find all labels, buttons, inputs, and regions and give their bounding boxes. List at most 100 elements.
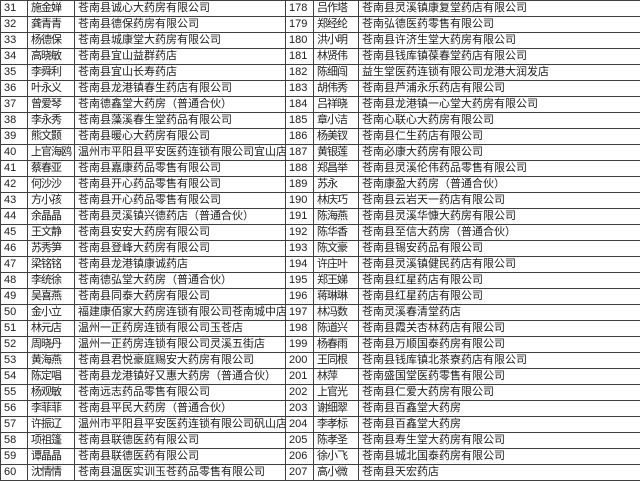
right-person-name-cell: 王同根 bbox=[314, 353, 359, 369]
right-person-name-cell: 陈华香 bbox=[314, 225, 359, 241]
right-person-name-cell: 郑经纶 bbox=[314, 17, 359, 33]
left-company-name-cell: 苍南德弘堂大药房（普通合伙） bbox=[75, 273, 286, 289]
left-company-name-cell: 苍南县龙港镇好又惠大药房（普通合伙） bbox=[75, 369, 286, 385]
left-company-name-cell: 苍南县登峰大药房有限公司 bbox=[75, 241, 286, 257]
right-row-number-cell: 198 bbox=[286, 321, 314, 337]
right-person-name-cell: 林冯数 bbox=[314, 305, 359, 321]
right-person-name-cell: 陈文豪 bbox=[314, 241, 359, 257]
right-company-name-cell: 苍南县寿生堂大药房有限公司 bbox=[359, 433, 640, 449]
right-person-name-cell: 许庄叶 bbox=[314, 257, 359, 273]
right-person-name-cell: 陈细闯 bbox=[314, 65, 359, 81]
left-row-number-cell: 60 bbox=[1, 465, 28, 481]
left-person-name-cell: 上官海鸥 bbox=[28, 145, 75, 161]
right-row-number-cell: 191 bbox=[286, 209, 314, 225]
right-row-number-cell: 186 bbox=[286, 129, 314, 145]
left-person-name-cell: 杨观敏 bbox=[28, 385, 75, 401]
left-row-number-cell: 33 bbox=[1, 33, 28, 49]
left-company-name-cell: 苍南县嘉康药品零售有限公司 bbox=[75, 161, 286, 177]
left-row-number-cell: 57 bbox=[1, 417, 28, 433]
left-row-number-cell: 59 bbox=[1, 449, 28, 465]
right-person-name-cell: 蒋琳琳 bbox=[314, 289, 359, 305]
right-person-name-cell: 洪小明 bbox=[314, 33, 359, 49]
left-person-name-cell: 叶永义 bbox=[28, 81, 75, 97]
right-row-number-cell: 189 bbox=[286, 177, 314, 193]
right-row-number-cell: 200 bbox=[286, 353, 314, 369]
right-row-number-cell: 190 bbox=[286, 193, 314, 209]
left-row-number-cell: 55 bbox=[1, 385, 28, 401]
right-company-name-cell: 苍南县仁爱大药房有限公司 bbox=[359, 385, 640, 401]
right-row-number-cell: 188 bbox=[286, 161, 314, 177]
right-company-name-cell: 苍南县至信大药房（普通合伙） bbox=[359, 225, 640, 241]
left-row-number-cell: 35 bbox=[1, 65, 28, 81]
left-row-number-cell: 37 bbox=[1, 97, 28, 113]
right-company-name-cell: 苍南县灵溪镇健民药店有限公司 bbox=[359, 257, 640, 273]
left-company-name-cell: 苍南县龙港镇春生药店有限公司 bbox=[75, 81, 286, 97]
left-person-name-cell: 杨德保 bbox=[28, 33, 75, 49]
left-person-name-cell: 谭晶晶 bbox=[28, 449, 75, 465]
left-row-number-cell: 53 bbox=[1, 353, 28, 369]
left-person-name-cell: 曾爱琴 bbox=[28, 97, 75, 113]
left-person-name-cell: 何沙沙 bbox=[28, 177, 75, 193]
right-company-name-cell: 苍南县许济生堂大药房有限公司 bbox=[359, 33, 640, 49]
left-company-name-cell: 福建康佰家大药房连锁有限公司苍南城中店 bbox=[75, 305, 286, 321]
left-row-number-cell: 50 bbox=[1, 305, 28, 321]
right-company-name-cell: 苍南县芦浦永乐药店有限公司 bbox=[359, 81, 640, 97]
left-person-name-cell: 熊文颢 bbox=[28, 129, 75, 145]
left-row-number-cell: 32 bbox=[1, 17, 28, 33]
left-company-name-cell: 苍南县联德医药有限公司 bbox=[75, 433, 286, 449]
right-row-number-cell: 206 bbox=[286, 449, 314, 465]
right-person-name-cell: 林贤伟 bbox=[314, 49, 359, 65]
right-company-name-cell: 苍南县万顺国泰药房有限公司 bbox=[359, 337, 640, 353]
right-person-name-cell: 陈道兴 bbox=[314, 321, 359, 337]
right-person-name-cell: 杨美钗 bbox=[314, 129, 359, 145]
left-company-name-cell: 苍南县宜山益群药店 bbox=[75, 49, 286, 65]
left-company-name-cell: 苍南县君悦豪庭赐安大药房有限公司 bbox=[75, 353, 286, 369]
left-row-number-cell: 34 bbox=[1, 49, 28, 65]
left-person-name-cell: 梁铭铭 bbox=[28, 257, 75, 273]
left-row-number-cell: 39 bbox=[1, 129, 28, 145]
right-row-number-cell: 194 bbox=[286, 257, 314, 273]
right-company-name-cell: 苍南县红星药店有限公司 bbox=[359, 289, 640, 305]
right-person-name-cell: 陈孝圣 bbox=[314, 433, 359, 449]
left-person-name-cell: 李舜利 bbox=[28, 65, 75, 81]
left-row-number-cell: 43 bbox=[1, 193, 28, 209]
right-row-number-cell: 204 bbox=[286, 417, 314, 433]
right-person-name-cell: 李孝标 bbox=[314, 417, 359, 433]
left-company-name-cell: 苍南县平民大药房（普通合伙） bbox=[75, 401, 286, 417]
right-company-name-cell: 苍南县城北国泰药房有限公司 bbox=[359, 449, 640, 465]
right-person-name-cell: 黄银莲 bbox=[314, 145, 359, 161]
left-row-number-cell: 31 bbox=[1, 1, 28, 17]
right-company-name-cell: 苍南弘德医药零售有限公司 bbox=[359, 17, 640, 33]
right-person-name-cell: 林萍 bbox=[314, 369, 359, 385]
right-company-name-cell: 苍南县钱库镇葆春堂药店有限公司 bbox=[359, 49, 640, 65]
left-row-number-cell: 38 bbox=[1, 113, 28, 129]
right-row-number-cell: 184 bbox=[286, 97, 314, 113]
right-company-name-cell: 苍南县钱库镇北茶寮药店有限公司 bbox=[359, 353, 640, 369]
left-person-name-cell: 王文静 bbox=[28, 225, 75, 241]
left-row-number-cell: 54 bbox=[1, 369, 28, 385]
right-company-name-cell: 苍南盛国堂医药零售有限公司 bbox=[359, 369, 640, 385]
right-row-number-cell: 178 bbox=[286, 1, 314, 17]
right-person-name-cell: 林庆巧 bbox=[314, 193, 359, 209]
right-person-name-cell: 胡伟秀 bbox=[314, 81, 359, 97]
right-person-name-cell: 苏永 bbox=[314, 177, 359, 193]
left-company-name-cell: 温州市平阳县平安医药连锁有限公司矾山店 bbox=[75, 417, 286, 433]
right-row-number-cell: 195 bbox=[286, 273, 314, 289]
right-person-name-cell: 谢细翠 bbox=[314, 401, 359, 417]
right-company-name-cell: 益生堂医药连锁有限公司龙港大润发店 bbox=[359, 65, 640, 81]
right-company-name-cell: 苍南心联心大药房有限公司 bbox=[359, 113, 640, 129]
left-person-name-cell: 项祖篷 bbox=[28, 433, 75, 449]
right-company-name-cell: 苍南必康大药房有限公司 bbox=[359, 145, 640, 161]
right-row-number-cell: 193 bbox=[286, 241, 314, 257]
right-row-number-cell: 180 bbox=[286, 33, 314, 49]
left-row-number-cell: 49 bbox=[1, 289, 28, 305]
right-company-name-cell: 苍南县红星药店有限公司 bbox=[359, 273, 640, 289]
right-company-name-cell: 苍南县仁生药店有限公司 bbox=[359, 129, 640, 145]
left-person-name-cell: 周晓丹 bbox=[28, 337, 75, 353]
left-company-name-cell: 苍南县城康堂大药房有限公司 bbox=[75, 33, 286, 49]
left-company-name-cell: 温州一正药房连锁有限公司灵溪五街店 bbox=[75, 337, 286, 353]
right-person-name-cell: 高小微 bbox=[314, 465, 359, 481]
right-company-name-cell: 苍南县灵溪镇康复堂药店有限公司 bbox=[359, 1, 640, 17]
left-person-name-cell: 李永秀 bbox=[28, 113, 75, 129]
